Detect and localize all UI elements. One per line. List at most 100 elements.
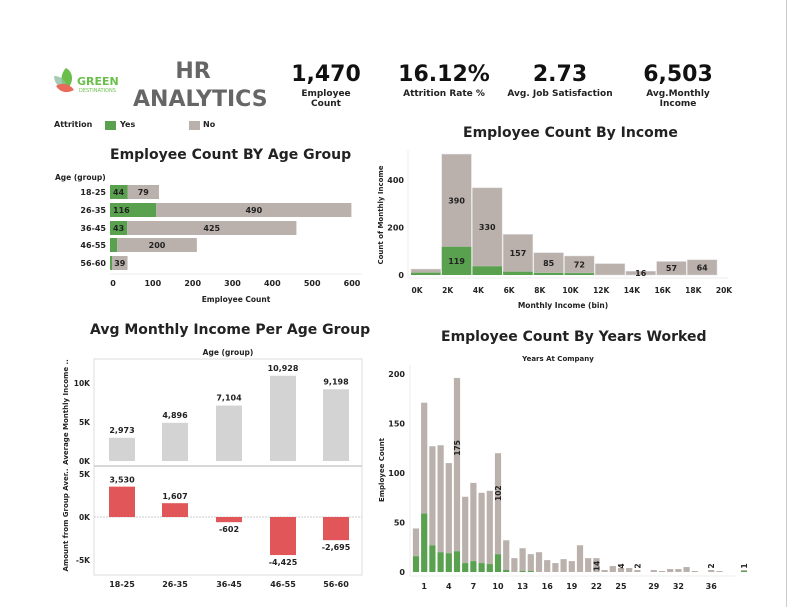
- bar-label: 14: [592, 561, 601, 571]
- x-tick-label: 20K: [716, 286, 733, 295]
- kpi-employee-count: 1,470 Employee Count: [286, 62, 366, 109]
- right-border: [786, 0, 787, 607]
- legend-label-no[interactable]: No: [203, 120, 216, 129]
- x-tick-label: 1: [421, 582, 427, 591]
- x-axis-title: Employee Count: [202, 295, 271, 304]
- x-tick-label: 18-25: [109, 580, 135, 589]
- bar-diff: [162, 503, 188, 517]
- y-axis-title: Count of Monthly Income: [377, 165, 385, 264]
- x-tick-label: 18K: [685, 286, 702, 295]
- bar-label: 425: [203, 224, 220, 233]
- logo-text: GREEN: [77, 75, 119, 88]
- bar-label: 390: [448, 196, 465, 205]
- category-label: 18-25: [80, 188, 106, 197]
- bar-label: 39: [114, 259, 126, 268]
- logo: GREEN DESTINATIONS: [52, 66, 122, 100]
- bar-label: 79: [138, 188, 150, 197]
- bar-no: [437, 445, 444, 553]
- x-axis-title: Age (group): [203, 348, 254, 357]
- x-tick-label: 36: [706, 582, 718, 591]
- bar-yes: [503, 570, 510, 572]
- bar-no: [609, 566, 616, 572]
- bar-no: [683, 567, 690, 572]
- bar-label: 85: [543, 259, 555, 268]
- x-tick-label: 46-55: [270, 580, 296, 589]
- bar-yes: [527, 571, 534, 572]
- title-line-2: ANALYTICS: [133, 87, 268, 112]
- bar-no: [462, 496, 469, 564]
- bar-avg-income: [109, 437, 135, 461]
- y-tick-label: 50: [394, 519, 406, 528]
- y-tick-label: 5K: [79, 470, 91, 479]
- x-tick-label: 26-35: [162, 580, 188, 589]
- bar-no: [494, 453, 502, 555]
- bar-no: [441, 153, 472, 247]
- x-tick-label: 19: [566, 582, 578, 591]
- bar-no: [552, 563, 559, 572]
- bar-no: [658, 571, 666, 572]
- bar-no: [716, 571, 723, 572]
- y-tick-label: 400: [387, 176, 404, 185]
- y-tick-label: 200: [388, 370, 405, 379]
- x-tick-label: 8K: [534, 286, 546, 295]
- kpi-label: Employee Count: [301, 89, 351, 109]
- x-tick-label: 200: [184, 279, 201, 288]
- bar-no: [511, 558, 518, 572]
- y-axis-title: Age (group): [55, 173, 106, 182]
- bar-yes: [110, 203, 157, 217]
- bar-yes: [429, 545, 436, 572]
- y-tick-label: 200: [387, 224, 404, 233]
- bar-label: 7,104: [216, 394, 242, 403]
- bar-yes: [503, 271, 533, 275]
- x-tick-label: 13: [517, 582, 528, 591]
- category-label: 36-45: [80, 224, 106, 233]
- bar-no: [470, 482, 477, 562]
- x-tick-label: 32: [673, 582, 684, 591]
- x-tick-label: 12K: [593, 286, 610, 295]
- bar-avg-income: [162, 422, 188, 461]
- bar-no: [675, 569, 682, 572]
- bar-no: [593, 558, 600, 572]
- bar-label: 4: [617, 563, 626, 568]
- x-tick-label: 10K: [562, 286, 579, 295]
- kpi-value: 1,470: [291, 62, 361, 87]
- bar-yes: [421, 513, 428, 572]
- x-tick-label: 29: [648, 582, 660, 591]
- legend-title: Attrition: [54, 120, 93, 129]
- legend-swatch-yes[interactable]: [105, 121, 116, 130]
- panel-frame: [93, 358, 363, 576]
- kpi-attrition-rate: 16.12% Attrition Rate %: [398, 62, 490, 99]
- x-tick-label: 14K: [624, 286, 641, 295]
- bar-diff: [270, 517, 296, 556]
- x-tick-label: 500: [304, 279, 321, 288]
- bar-label: 10,928: [268, 364, 299, 373]
- bar-yes: [472, 266, 503, 275]
- bar-yes: [453, 551, 461, 572]
- legend: Attrition Yes No: [54, 120, 254, 132]
- bar-yes: [486, 564, 493, 572]
- bar-no: [519, 548, 526, 572]
- bar-yes: [470, 561, 477, 572]
- bar-label: 4,896: [162, 411, 188, 420]
- bar-diff: [323, 517, 349, 541]
- bar-yes: [110, 238, 118, 252]
- bar-no: [667, 569, 674, 572]
- x-tick-label: 400: [264, 279, 281, 288]
- age-chart-title: Employee Count BY Age Group: [110, 147, 352, 163]
- bar-label: -602: [219, 525, 239, 534]
- x-tick-label: 22: [591, 582, 602, 591]
- x-tick-label: 600: [344, 279, 361, 288]
- years-chart-title: Employee Count By Years Worked: [441, 329, 707, 345]
- bar-no: [656, 261, 687, 276]
- bar-yes: [445, 553, 452, 572]
- bar-label: 16: [635, 269, 647, 278]
- bar-yes: [519, 571, 526, 572]
- legend-label-yes[interactable]: Yes: [120, 120, 136, 129]
- bar-no: [445, 463, 452, 554]
- bar-label: -4,425: [269, 558, 298, 567]
- bar-no: [568, 561, 575, 572]
- legend-swatch-no[interactable]: [189, 121, 200, 130]
- y-tick-label: 5K: [79, 418, 91, 427]
- kpi-label: Avg.Monthly Income: [646, 89, 710, 109]
- kpi-monthly-income: 6,503 Avg.Monthly Income: [628, 62, 728, 109]
